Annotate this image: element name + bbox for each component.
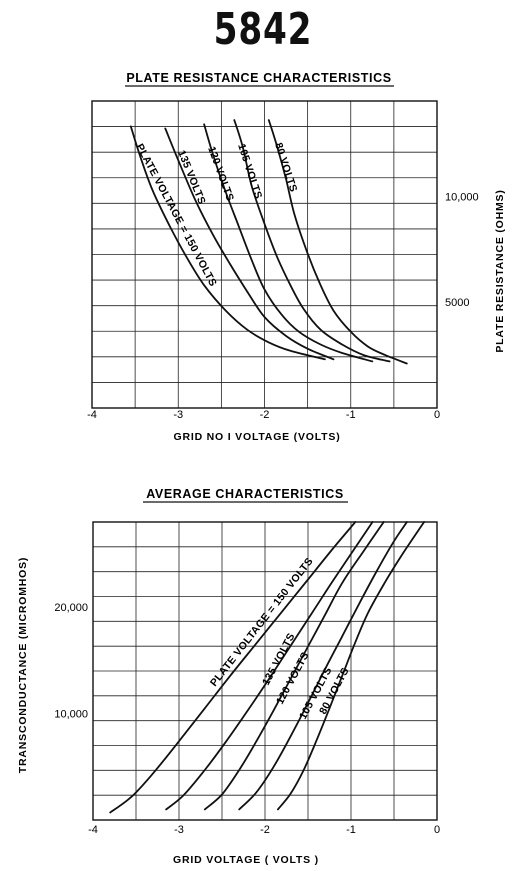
curves xyxy=(129,119,408,365)
x-tick-label: -4 xyxy=(88,824,98,836)
y-axis-label: TRANSCONDUCTANCE (MICROMHOS) xyxy=(17,557,29,773)
x-axis-label: GRID NO I VOLTAGE (VOLTS) xyxy=(174,431,341,443)
x-tick-label: -1 xyxy=(346,409,356,421)
x-axis-label: GRID VOLTAGE ( VOLTS ) xyxy=(173,854,319,866)
y-axis-label: PLATE RESISTANCE (OHMS) xyxy=(494,189,506,352)
y-tick-labels: 5000 10,000 xyxy=(445,191,479,309)
x-tick-label: -3 xyxy=(174,824,184,836)
series-line-0 xyxy=(109,521,357,814)
chart-title: PLATE RESISTANCE CHARACTERISTICS xyxy=(126,71,391,85)
x-tick-label: 0 xyxy=(434,824,440,836)
series-line-1 xyxy=(164,127,335,361)
series-line-0 xyxy=(129,125,326,361)
series-line-3 xyxy=(233,119,391,363)
grid xyxy=(92,101,437,408)
series-line-1 xyxy=(165,521,374,811)
curves xyxy=(109,521,425,814)
y-tick-label: 20,000 xyxy=(54,602,88,614)
x-tick-label: -1 xyxy=(346,824,356,836)
x-tick-labels: -4 -3 -2 -1 0 xyxy=(88,824,440,836)
curve-labels: PLATE VOLTAGE = 150 VOLTS 135 VOLTS 120 … xyxy=(208,555,352,721)
average-characteristics-chart: AVERAGE CHARACTERISTICS -4 -3 -2 -1 0 10,000… xyxy=(17,487,440,866)
x-tick-labels: -4 -3 -2 -1 0 xyxy=(87,409,440,421)
curve-label-80: 80 VOLTS xyxy=(272,141,299,193)
curve-labels: PLATE VOLTAGE = 150 VOLTS 135 VOLTS 120 … xyxy=(133,141,299,288)
curve-label-120: 120 VOLTS xyxy=(205,145,236,203)
grid xyxy=(93,522,437,820)
series-line-3 xyxy=(238,521,408,811)
series-line-4 xyxy=(277,521,425,811)
x-tick-label: -2 xyxy=(260,824,270,836)
plot-frame xyxy=(92,521,438,821)
y-tick-label: 10,000 xyxy=(54,709,88,721)
x-tick-label: -3 xyxy=(173,409,183,421)
plate-resistance-chart: PLATE RESISTANCE CHARACTERISTICS -4 -3 -2-… xyxy=(87,71,506,443)
y-tick-label: 5000 xyxy=(445,297,469,309)
x-tick-label: -2 xyxy=(260,409,270,421)
x-tick-label: -4 xyxy=(87,409,97,421)
page-title: 5842 xyxy=(213,4,313,55)
x-tick-label: 0 xyxy=(434,409,440,421)
series-line-2 xyxy=(203,521,385,811)
curve-label-105: 105 VOLTS xyxy=(235,142,264,200)
series-line-4 xyxy=(267,119,408,365)
plot-frame xyxy=(91,100,438,409)
chart-title: AVERAGE CHARACTERISTICS xyxy=(146,487,344,501)
y-tick-labels: 10,000 20,000 xyxy=(54,602,88,720)
series-line-2 xyxy=(203,123,374,363)
y-tick-label: 10,000 xyxy=(445,191,479,203)
curve-label-150: PLATE VOLTAGE = 150 VOLTS xyxy=(133,142,219,289)
